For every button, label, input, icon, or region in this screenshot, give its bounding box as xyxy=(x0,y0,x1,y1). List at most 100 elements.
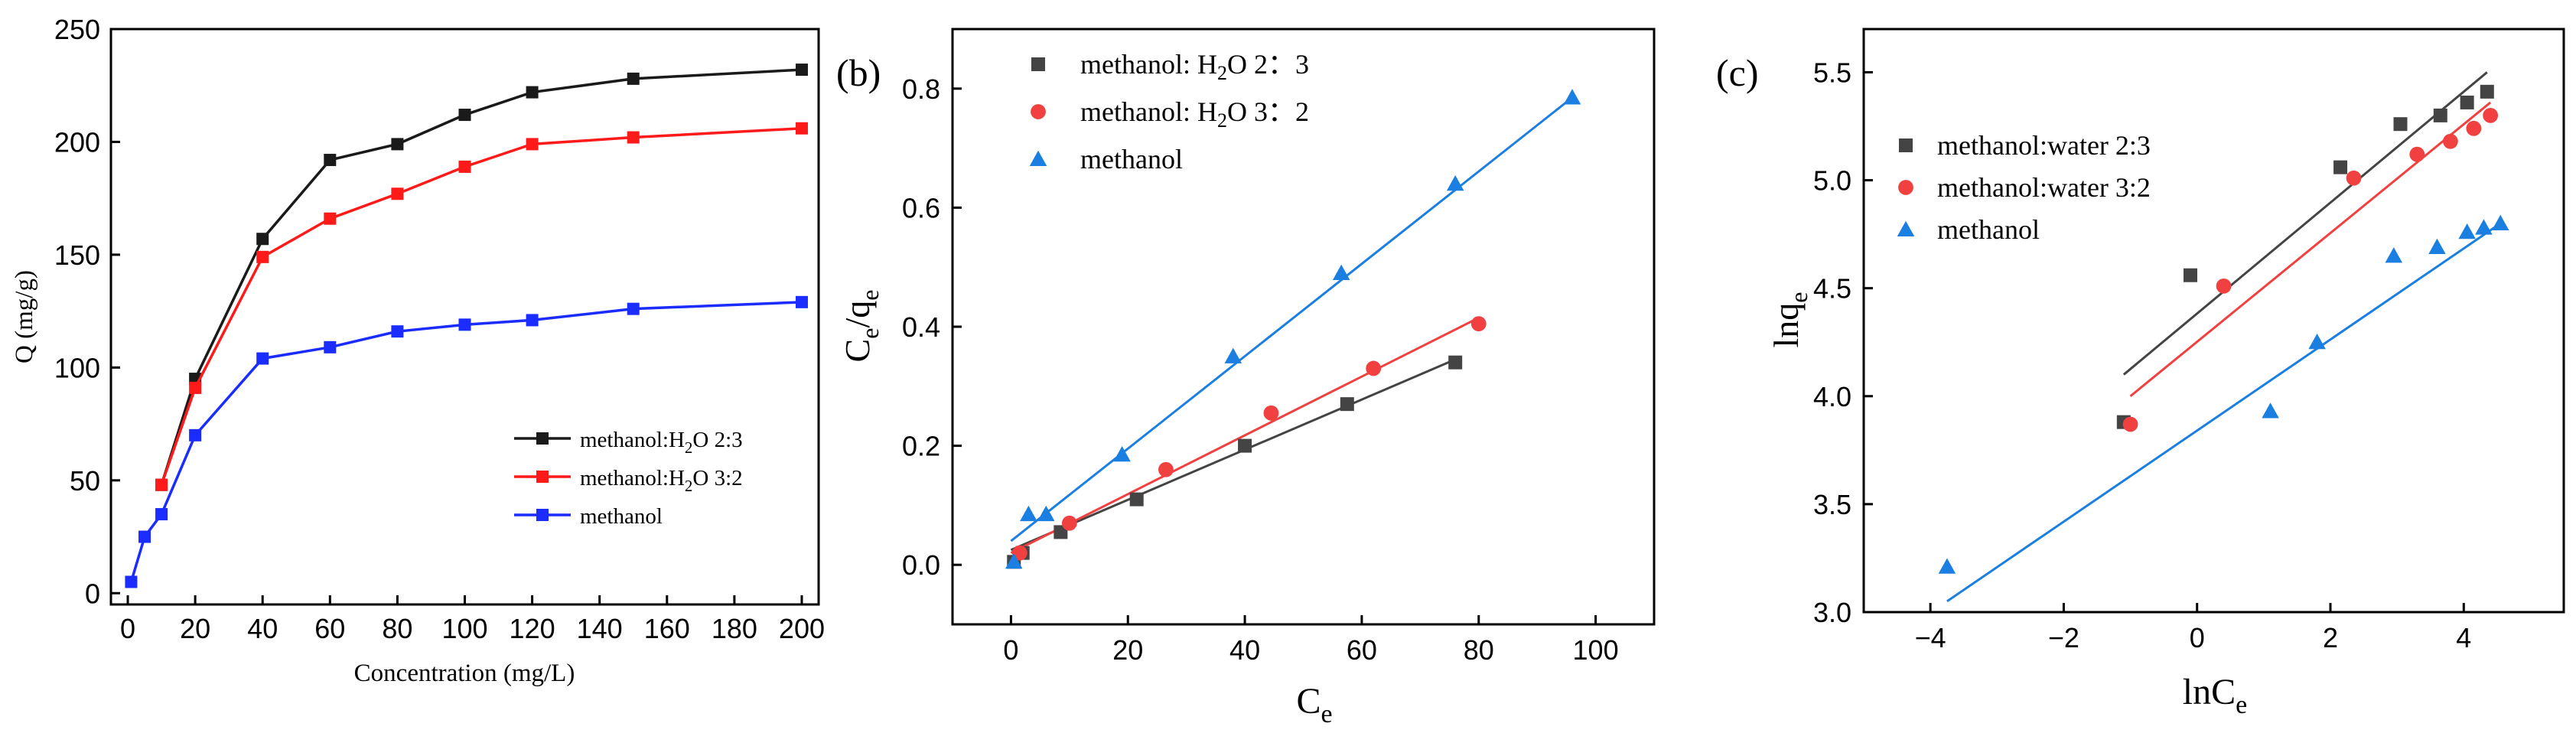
panel-b-y-ticks: 0.0 0.2 0.4 0.6 0.8 xyxy=(902,73,962,581)
data-point xyxy=(627,302,640,315)
panel-c-x-axis-label: lnCe xyxy=(2183,672,2247,719)
data-point xyxy=(125,575,138,588)
x-tick-label: 80 xyxy=(382,613,412,644)
data-point xyxy=(256,250,269,263)
data-point xyxy=(1448,355,1463,370)
data-point xyxy=(2308,333,2326,350)
data-point xyxy=(526,138,539,151)
panel-c-label: (c) xyxy=(1716,51,1759,94)
x-tick-label: 160 xyxy=(644,613,690,644)
data-point xyxy=(2442,133,2458,149)
x-tick-label: 0 xyxy=(2190,622,2205,653)
y-tick-label: 3.5 xyxy=(1813,489,1851,520)
data-point xyxy=(1005,553,1023,569)
y-tick-label: 0.2 xyxy=(902,431,940,462)
y-tick-label: 4.0 xyxy=(1813,381,1851,412)
panel-c-y-axis-label: lnqe xyxy=(1767,292,1812,348)
panel-b-y-axis-label: Ce/qe xyxy=(838,290,884,363)
legend-label: methanol:water 3:2 xyxy=(1937,172,2151,203)
x-tick-label: 0 xyxy=(1003,634,1018,666)
data-point xyxy=(391,187,404,200)
fit-line xyxy=(1946,222,2502,603)
panel-c-fit-lines xyxy=(1946,71,2502,603)
panel-b-label: (b) xyxy=(836,51,881,94)
data-point xyxy=(2333,160,2348,174)
legend-label: methanol:H2O 2:3 xyxy=(580,428,743,457)
data-point xyxy=(155,478,168,491)
data-point xyxy=(2122,416,2138,432)
x-tick-label: −4 xyxy=(1915,622,1946,653)
x-tick-label: 0 xyxy=(120,613,135,644)
data-point xyxy=(2475,219,2493,235)
data-point xyxy=(1366,360,1382,376)
x-tick-label: 100 xyxy=(441,613,487,644)
data-point xyxy=(138,530,151,543)
x-tick-label: 40 xyxy=(247,613,278,644)
data-point xyxy=(189,428,202,441)
data-point xyxy=(795,64,808,77)
data-point xyxy=(1054,525,1068,539)
data-point xyxy=(1238,438,1252,453)
data-point xyxy=(795,122,808,135)
data-point xyxy=(1446,175,1464,191)
legend-marker xyxy=(1031,57,1045,71)
data-point xyxy=(2262,402,2279,419)
legend-label: methanol xyxy=(1080,144,1183,174)
data-point xyxy=(1129,492,1144,507)
legend-label: methanol:H2O 3:2 xyxy=(580,466,743,495)
data-point xyxy=(189,381,202,394)
panel-c-plot-frame xyxy=(1862,28,2565,614)
data-point xyxy=(2409,146,2425,162)
legend-label: methanol: H2O 3：2 xyxy=(1080,96,1309,132)
x-tick-label: 200 xyxy=(779,613,825,644)
x-tick-label: 20 xyxy=(1112,634,1143,666)
legend-label: methanol xyxy=(1937,214,2040,245)
legend-marker xyxy=(536,509,549,521)
data-point xyxy=(1563,89,1581,105)
y-tick-label: 0.6 xyxy=(902,192,940,223)
data-point xyxy=(1020,505,1037,522)
data-point xyxy=(2460,95,2474,109)
data-point xyxy=(256,352,269,365)
x-tick-label: 4 xyxy=(2456,622,2471,653)
legend-marker xyxy=(536,432,549,445)
data-point xyxy=(1011,545,1027,561)
panel-b-fit-lines xyxy=(1010,96,1573,554)
data-point xyxy=(324,212,337,225)
x-tick-label: 140 xyxy=(577,613,623,644)
data-point xyxy=(1037,505,1055,522)
legend-marker xyxy=(1899,138,1913,152)
fit-line xyxy=(2129,101,2492,397)
data-point xyxy=(458,160,471,173)
y-tick-label: 3.0 xyxy=(1813,597,1851,628)
y-tick-label: 50 xyxy=(70,465,100,497)
x-tick-label: 100 xyxy=(1573,634,1619,666)
legend-label: methanol xyxy=(580,504,663,529)
data-point xyxy=(627,131,640,144)
data-point xyxy=(2466,120,2482,136)
fit-line xyxy=(1010,358,1456,552)
data-point xyxy=(1061,515,1077,531)
panel-b-x-axis-label: Ce xyxy=(1296,681,1332,728)
panel-c-legend: methanol:water 2:3 methanol:water 3:2 meth… xyxy=(1897,130,2151,245)
data-point xyxy=(1113,446,1131,462)
data-point xyxy=(2346,170,2362,186)
data-point xyxy=(1470,316,1487,332)
y-tick-label: 0 xyxy=(85,578,100,609)
legend-marker xyxy=(1898,180,1913,195)
x-tick-label: −2 xyxy=(2048,622,2079,653)
panel-a-legend: methanol:H2O 2:3 methanol:H2O 3:2 methanol xyxy=(514,428,743,529)
x-tick-label: 120 xyxy=(510,613,555,644)
data-point xyxy=(1332,264,1350,280)
y-tick-label: 200 xyxy=(54,126,100,158)
data-point xyxy=(256,233,269,246)
data-point xyxy=(2458,223,2476,239)
x-tick-label: 80 xyxy=(1464,634,1494,666)
data-point xyxy=(458,109,471,122)
fit-line xyxy=(1010,96,1573,542)
panel-a-x-ticks: 0 20 40 60 80 100 120 140 160 180 200 xyxy=(120,595,825,644)
x-tick-label: 180 xyxy=(712,613,757,644)
data-point xyxy=(2385,247,2403,263)
panel-a-x-axis-label: Concentration (mg/L) xyxy=(354,660,575,687)
data-point xyxy=(2491,214,2509,230)
